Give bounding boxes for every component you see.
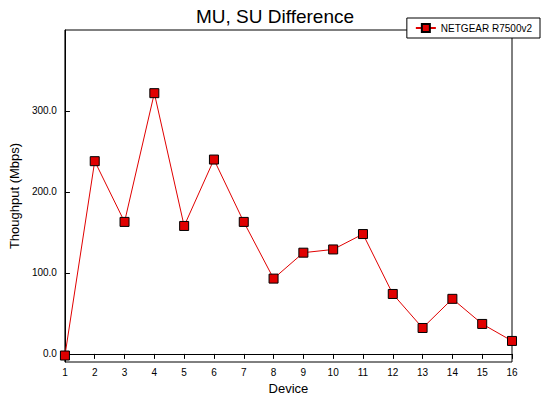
svg-text:300.0: 300.0: [32, 105, 57, 116]
svg-text:13: 13: [417, 367, 429, 378]
svg-text:5: 5: [181, 367, 187, 378]
svg-text:Thoughput (Mbps): Thoughput (Mbps): [7, 143, 22, 249]
svg-text:7: 7: [241, 367, 247, 378]
svg-text:14: 14: [447, 367, 459, 378]
svg-text:Device: Device: [269, 381, 309, 396]
svg-text:9: 9: [301, 367, 307, 378]
svg-text:0.0: 0.0: [43, 348, 57, 359]
svg-text:1: 1: [62, 367, 68, 378]
svg-text:6: 6: [211, 367, 217, 378]
svg-text:15: 15: [477, 367, 489, 378]
svg-text:NETGEAR R7500v2: NETGEAR R7500v2: [441, 23, 533, 34]
svg-text:2: 2: [92, 367, 98, 378]
svg-text:12: 12: [387, 367, 399, 378]
svg-text:8: 8: [271, 367, 277, 378]
svg-text:MU, SU Difference: MU, SU Difference: [196, 6, 354, 27]
svg-text:11: 11: [358, 367, 369, 378]
svg-text:100.0: 100.0: [32, 267, 57, 278]
svg-text:4: 4: [152, 367, 158, 378]
svg-text:16: 16: [506, 367, 518, 378]
svg-text:3: 3: [122, 367, 128, 378]
svg-text:10: 10: [328, 367, 340, 378]
svg-text:200.0: 200.0: [32, 186, 57, 197]
